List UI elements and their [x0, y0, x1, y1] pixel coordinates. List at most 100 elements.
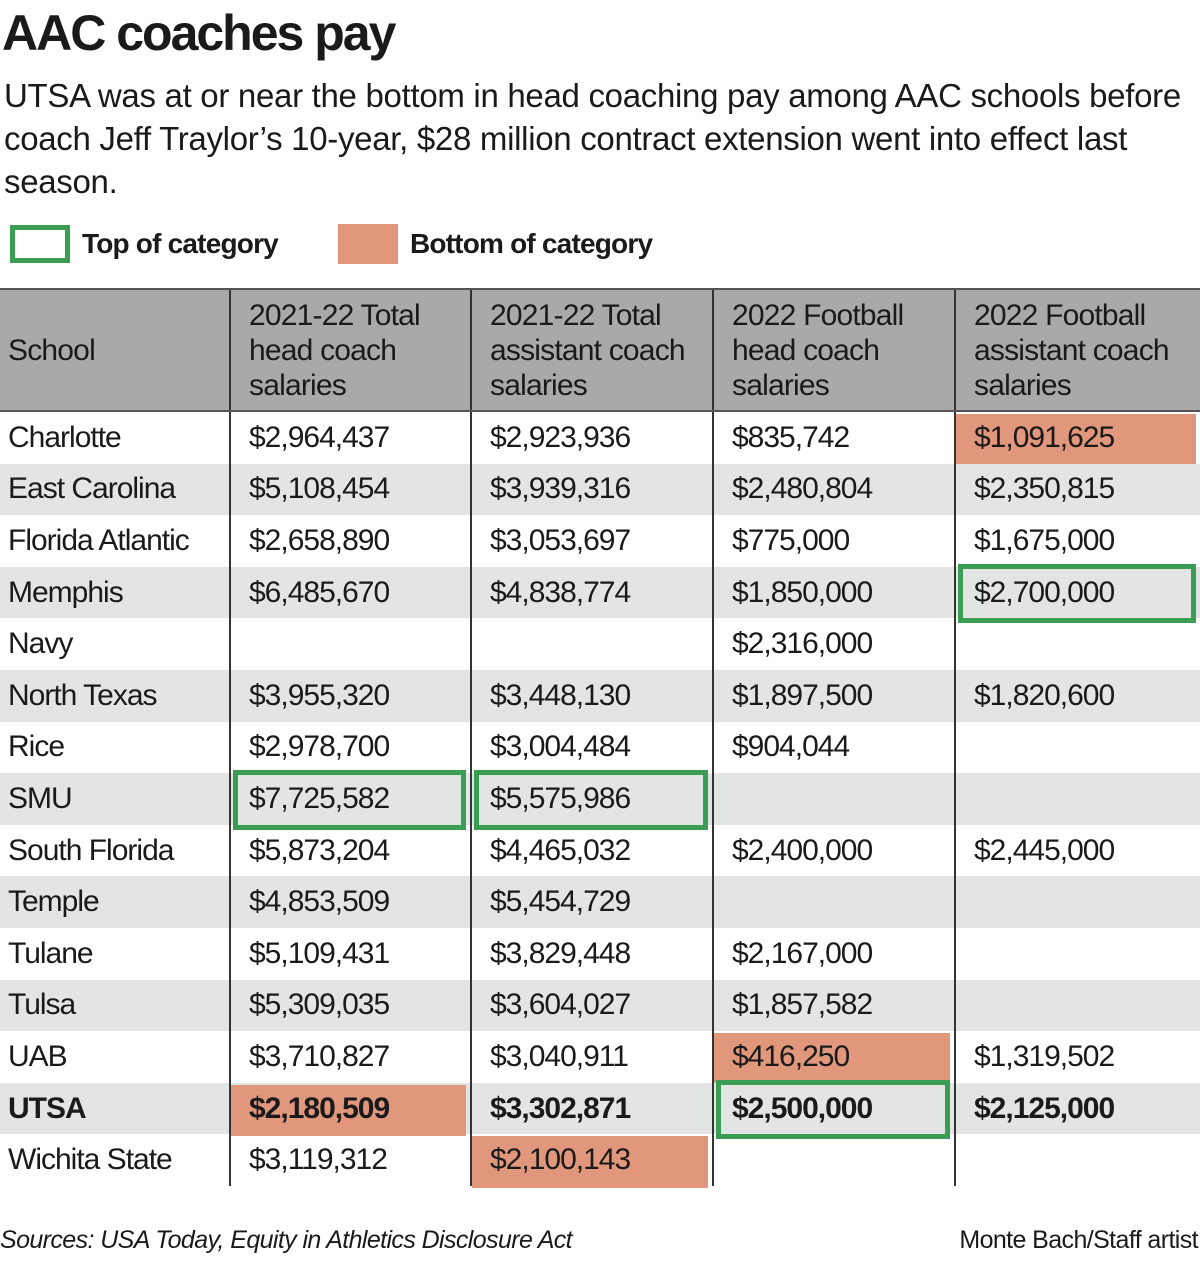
salary-cell: $2,480,804: [712, 463, 955, 516]
cell-text: $1,897,500: [732, 678, 873, 712]
cell-text: $835,742: [732, 420, 850, 454]
column-header: 2022 Football assistant coach salaries: [954, 288, 1200, 412]
cell-text: $2,125,000: [974, 1091, 1115, 1125]
table-row: North Texas $3,955,320 $3,448,130 $1,897,50…: [0, 669, 1200, 722]
cell-text: $2,167,000: [732, 936, 873, 970]
table-row: Navy $2,316,000: [0, 618, 1200, 670]
salary-cell: $3,040,911: [470, 1031, 713, 1083]
cell-text: Memphis: [8, 575, 124, 609]
salary-cell: $2,400,000: [712, 824, 955, 877]
cell-text: $2,978,700: [249, 730, 390, 764]
salary-cell: [712, 1134, 955, 1186]
salary-cell: $5,108,454: [229, 463, 471, 516]
cell-text: $5,109,431: [249, 936, 390, 970]
page-title: AAC coaches pay: [2, 5, 396, 61]
salary-cell: [954, 1134, 1200, 1186]
subtitle: UTSA was at or near the bottom in head c…: [4, 77, 1181, 200]
cell-text: $3,710,827: [249, 1039, 390, 1073]
cell-text: UTSA: [8, 1091, 87, 1125]
salary-cell: $3,448,130: [470, 669, 713, 722]
salary-cell: $904,044: [712, 721, 955, 774]
salary-cell: $835,742: [712, 411, 955, 464]
salary-cell: $6,485,670: [229, 566, 471, 619]
salary-cell: $4,838,774: [470, 566, 713, 619]
cell-text: $3,604,027: [490, 988, 631, 1022]
cell-text: $5,873,204: [249, 833, 390, 867]
salary-cell: $2,964,437: [229, 411, 471, 464]
cell-text: $5,454,729: [490, 885, 631, 919]
salary-cell: [954, 618, 1200, 670]
salary-cell: $3,955,320: [229, 669, 471, 722]
cell-text: $2,400,000: [732, 833, 873, 867]
cell-text: $3,004,484: [490, 730, 631, 764]
salary-cell: [470, 618, 713, 670]
table-header-row: School 2021-22 Total head coach salaries 2…: [0, 288, 1200, 412]
salary-cell: $2,923,936: [470, 411, 713, 464]
school-cell: Wichita State: [0, 1134, 230, 1186]
table-row: UTSA $2,180,509 $3,302,871 $2,500,000 $2,125…: [0, 1079, 1200, 1139]
legend-top-swatch: [10, 225, 70, 263]
salary-cell: $2,445,000: [954, 824, 1200, 877]
cell-text: $5,108,454: [249, 472, 390, 506]
school-cell: Tulsa: [0, 979, 230, 1032]
salary-cell: $1,091,625: [954, 411, 1200, 465]
cell-text: Charlotte: [8, 420, 122, 454]
cell-text: $1,091,625: [974, 420, 1115, 454]
cell-text: $2,350,815: [974, 472, 1115, 506]
table-row: Tulane $5,109,431 $3,829,448 $2,167,000: [0, 927, 1200, 980]
cell-text: $4,838,774: [490, 575, 631, 609]
cell-text: $3,119,312: [249, 1143, 388, 1177]
salary-cell: $1,857,582: [712, 979, 955, 1032]
salary-cell: $5,309,035: [229, 979, 471, 1032]
cell-text: $1,820,600: [974, 678, 1115, 712]
salary-cell: $1,820,600: [954, 669, 1200, 722]
cell-text: Rice: [8, 730, 65, 764]
table-row: Temple $4,853,509 $5,454,729: [0, 876, 1200, 928]
salary-cell: $2,180,509: [229, 1082, 471, 1136]
school-cell: Memphis: [0, 566, 230, 619]
legend-bottom-swatch: [337, 224, 398, 264]
salary-cell: $1,675,000: [954, 515, 1200, 567]
source-note: Sources: USA Today, Equity in Athletics …: [0, 1226, 573, 1254]
school-cell: North Texas: [0, 669, 230, 722]
cell-text: $2,923,936: [490, 420, 631, 454]
school-cell: UTSA: [0, 1082, 230, 1135]
school-cell: East Carolina: [0, 463, 230, 516]
table-row: Wichita State $3,119,312 $2,100,143: [0, 1134, 1200, 1188]
cell-text: $3,939,316: [490, 472, 631, 506]
cell-text: Florida Atlantic: [8, 523, 190, 557]
cell-text: $2,500,000: [732, 1091, 873, 1125]
cell-text: $4,853,509: [249, 885, 390, 919]
cell-text: $775,000: [732, 523, 850, 557]
cell-text: $2,480,804: [732, 472, 873, 506]
school-cell: Florida Atlantic: [0, 515, 230, 567]
cell-text: $1,319,502: [974, 1039, 1115, 1073]
salary-cell: $3,053,697: [470, 515, 713, 567]
salary-cell: [229, 618, 471, 670]
credit: Monte Bach/Staff artist: [959, 1226, 1198, 1254]
salary-cell: $3,302,871: [470, 1082, 713, 1135]
cell-text: $3,448,130: [490, 678, 631, 712]
cell-text: UAB: [8, 1039, 68, 1073]
salary-cell: $2,125,000: [954, 1082, 1200, 1135]
cell-text: South Florida: [8, 833, 174, 867]
salary-cell: [954, 876, 1200, 928]
salary-cell: $3,604,027: [470, 979, 713, 1032]
cell-text: $3,829,448: [490, 936, 631, 970]
cell-text: $2,658,890: [249, 523, 390, 557]
cell-text: $2,445,000: [974, 833, 1115, 867]
table-row: Memphis $6,485,670 $4,838,774 $1,850,000 $2,…: [0, 563, 1200, 623]
salary-cell: $2,500,000: [712, 1079, 955, 1139]
salary-cell: $416,250: [712, 1031, 955, 1085]
salary-cell: $4,465,032: [470, 824, 713, 877]
legend-top-label: Top of category: [82, 228, 279, 259]
cell-text: Wichita State: [8, 1143, 173, 1177]
cell-text: $1,857,582: [732, 988, 873, 1022]
cell-text: $2,180,509: [249, 1091, 390, 1125]
cell-text: $5,309,035: [249, 988, 390, 1022]
table-row: Rice $2,978,700 $3,004,484 $904,044: [0, 721, 1200, 774]
legend: Top of category Bottom of category: [10, 224, 653, 264]
salary-cell: $2,316,000: [712, 618, 955, 670]
cell-text: $2,700,000: [974, 575, 1115, 609]
salary-cell: $3,829,448: [470, 927, 713, 980]
